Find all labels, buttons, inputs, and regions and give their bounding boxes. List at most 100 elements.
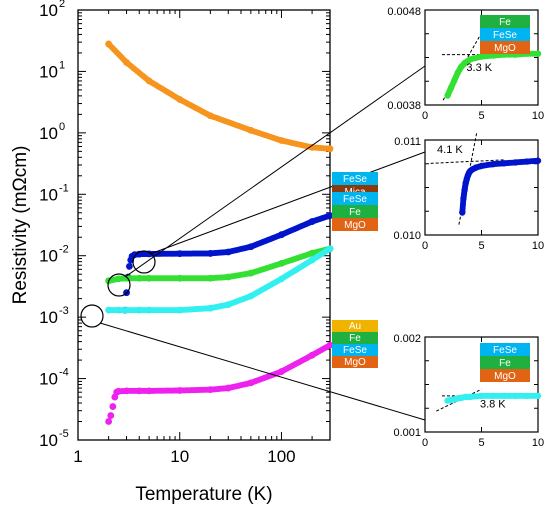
layer-label: Fe <box>499 17 511 28</box>
main-plot-frame <box>77 9 331 441</box>
y-tick-label: 10 <box>39 1 58 20</box>
inset-x-tick-label: 5 <box>478 240 484 252</box>
y-tick-label: 10 <box>39 308 58 327</box>
x-tick-label: 1 <box>73 447 82 466</box>
inset-tc-annotation: 4.1 K <box>437 144 463 156</box>
inset-y-top-label: 0.002 <box>393 333 421 345</box>
y-tick-exponent: 2 <box>59 0 65 10</box>
layer-label: FeSe <box>343 345 367 356</box>
y-tick-label: 10 <box>39 124 58 143</box>
leader-line-cyan <box>99 322 426 421</box>
y-tick-label: 10 <box>39 370 58 389</box>
inset-x-tick-label: 10 <box>532 437 544 449</box>
layer-fese <box>332 192 378 205</box>
layer-label: MgO <box>344 357 366 368</box>
inset-x-tick-label: 10 <box>532 110 544 122</box>
inset-y-bottom-label: 0.0038 <box>387 100 421 112</box>
inset-tc-annotation: 3.3 K <box>466 62 492 74</box>
layer-label: FeSe <box>493 30 517 41</box>
layer-fese <box>480 28 530 41</box>
trace-dot <box>327 212 333 219</box>
layer-au <box>332 320 378 332</box>
inset-data-point <box>534 157 542 164</box>
layer-stack-magenta: Au Fe FeSe MgO <box>332 320 378 368</box>
series-3 <box>105 245 334 314</box>
x-tick-label: 10 <box>170 447 189 466</box>
zoom-circle-blue <box>132 250 156 274</box>
layer-fe <box>332 205 378 218</box>
layer-mgo <box>332 356 378 368</box>
y-tick-exponent: -4 <box>59 367 69 379</box>
inset-x-tick-label: 5 <box>478 110 484 122</box>
y-tick-label: 10 <box>39 431 58 450</box>
x-axis-label: Temperature (K) <box>135 484 272 505</box>
trace-dot <box>105 418 112 425</box>
trace-dot <box>126 263 133 270</box>
layer-label: FeSe <box>343 194 367 205</box>
layer-label: MgO <box>494 371 516 382</box>
y-tick-label: 10 <box>39 185 58 204</box>
series-2 <box>105 245 334 285</box>
inset-x-tick-label: 5 <box>478 437 484 449</box>
trace-dot <box>111 394 118 401</box>
inset-y-top-label: 0.0048 <box>387 6 421 18</box>
y-tick-exponent: 0 <box>59 121 65 133</box>
inset-y-bottom-label: 0.001 <box>393 427 421 439</box>
layer-fe <box>480 356 530 369</box>
leader-line-green <box>124 65 426 278</box>
x-tick-label: 100 <box>267 447 295 466</box>
inset-fit-line <box>430 159 505 164</box>
inset-x-tick-label: 10 <box>532 240 544 252</box>
inset-data-point <box>534 50 542 57</box>
inset-y-top-label: 0.011 <box>394 136 421 148</box>
layer-mgo <box>480 369 530 382</box>
y-axis-label: Resistivity (mΩcm) <box>10 146 31 305</box>
main-series-layer <box>105 40 334 425</box>
leader-line-blue <box>149 151 426 255</box>
inset1-layer-stack: Fe FeSe MgO <box>480 15 530 54</box>
layer-label: FeSe <box>493 345 517 356</box>
series-1 <box>121 212 334 314</box>
layer-label: Fe <box>349 207 361 218</box>
inset-y-bottom-label: 0.010 <box>393 230 421 242</box>
layer-label: FeSe <box>343 174 367 185</box>
inset-x-tick-label: 0 <box>422 437 428 449</box>
layer-fese <box>480 343 530 356</box>
y-tick-label: 10 <box>39 62 58 81</box>
series-4 <box>105 341 334 425</box>
layer-fe <box>480 15 530 28</box>
trace-dot <box>327 342 333 349</box>
trace-dot <box>327 145 333 152</box>
y-tick-exponent: -5 <box>59 428 69 440</box>
y-tick-exponent: -2 <box>59 244 69 256</box>
inset-x-tick-label: 0 <box>422 240 428 252</box>
inset3-layer-stack: FeSe Fe MgO <box>480 343 530 382</box>
layer-label: MgO <box>344 220 366 231</box>
trace-dot <box>327 245 333 252</box>
layer-fese <box>332 344 378 356</box>
layer-label: Fe <box>349 333 361 344</box>
y-tick-exponent: 1 <box>59 59 65 71</box>
zoom-circle-cyan <box>80 304 104 328</box>
y-tick-exponent: -1 <box>59 182 69 194</box>
layer-stack-blue: FeSe Fe MgO <box>332 192 378 231</box>
inset-x-tick-label: 0 <box>422 110 428 122</box>
inset-tc-annotation: 3.8 K <box>480 398 506 410</box>
zoom-circle-green <box>107 273 131 297</box>
main-axis-ticks <box>77 9 331 441</box>
layer-label: Fe <box>499 358 511 369</box>
inset-data-point <box>534 392 542 400</box>
layer-fese <box>332 172 378 185</box>
zoom-connectors <box>80 65 426 421</box>
inset-blue: 0 5 10 0.011 0.010 4.1 K <box>393 131 544 252</box>
layer-fe <box>332 332 378 344</box>
y-tick-label: 10 <box>39 247 58 266</box>
layer-label: Au <box>349 321 361 332</box>
series-0 <box>105 40 334 153</box>
main-x-tick-labels: 1 10 100 <box>73 447 295 466</box>
layer-label: MgO <box>494 43 516 54</box>
trace-dot <box>107 412 114 419</box>
layer-mgo <box>480 41 530 54</box>
